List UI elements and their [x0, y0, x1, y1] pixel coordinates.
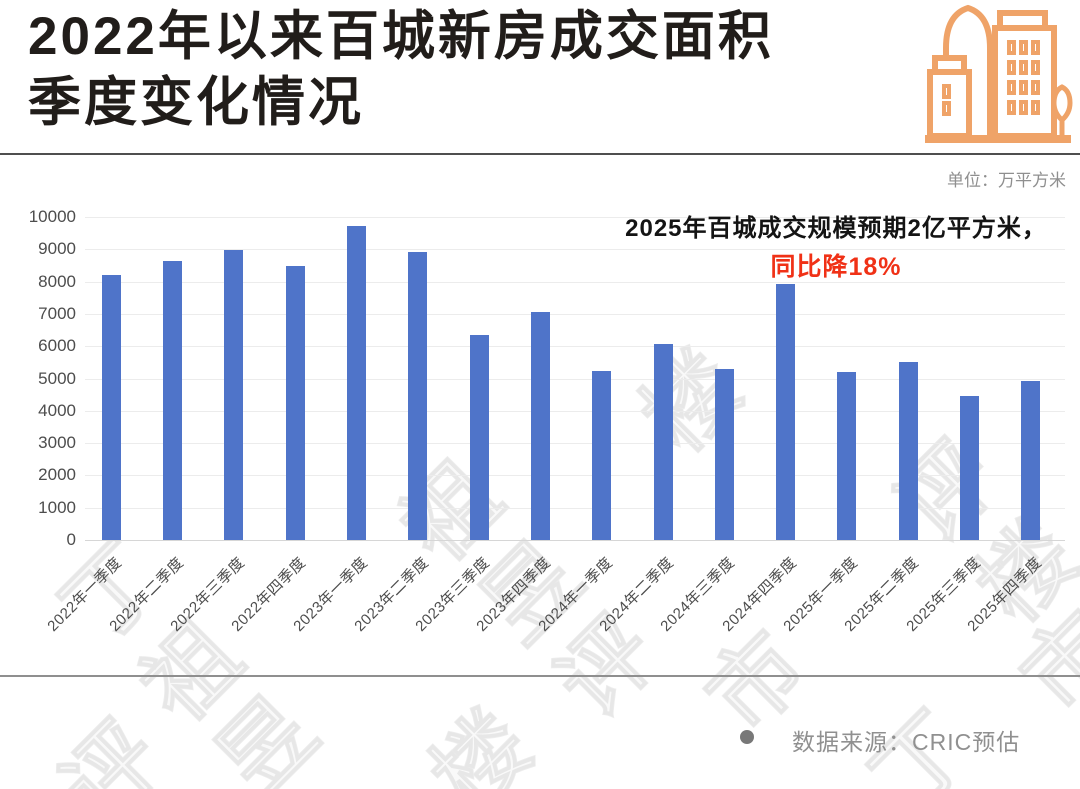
gridline	[85, 281, 1065, 283]
bar-2025年一季度	[837, 371, 857, 540]
bar-2022年一季度	[101, 275, 121, 540]
gridline	[85, 540, 1065, 541]
title-divider	[0, 153, 1080, 155]
y-tick-label: 2000	[38, 465, 76, 485]
y-tick-label: 10000	[28, 207, 76, 226]
bar-2022年二季度	[163, 260, 183, 540]
data-source-label: 数据来源：CRIC预估	[792, 729, 1021, 755]
bar-2023年四季度	[530, 312, 550, 540]
bar-2025年二季度	[898, 362, 918, 540]
gridline	[85, 378, 1065, 380]
gridline	[85, 475, 1065, 477]
gridline	[85, 507, 1065, 509]
bar-2023年二季度	[408, 251, 428, 540]
bar-2024年二季度	[653, 343, 673, 540]
unit-label: 单位：万平方米	[947, 171, 1066, 190]
bar-2024年四季度	[776, 283, 796, 540]
y-tick-label: 7000	[38, 303, 76, 323]
gridline	[85, 217, 1065, 218]
page-title: 2022年以来百城新房成交面积 季度变化情况	[28, 4, 774, 136]
bar-2022年三季度	[224, 249, 244, 540]
page-title-line2: 季度变化情况	[28, 73, 364, 132]
gridline	[85, 249, 1065, 251]
y-tick-label: 1000	[38, 497, 76, 517]
plot-area	[85, 217, 1065, 541]
bullet-dot-icon	[740, 730, 754, 744]
gridline	[85, 313, 1065, 315]
y-tick-label: 0	[66, 530, 76, 549]
bar-2023年三季度	[469, 334, 489, 540]
chart-bottom-divider	[0, 675, 1080, 677]
y-tick-label: 5000	[38, 368, 76, 388]
gridline	[85, 346, 1065, 348]
bar-2024年三季度	[714, 369, 734, 540]
bar-2022年四季度	[285, 266, 305, 540]
chart-annotation: 2025年百城成交规模预期2亿平方米， 同比降18%	[605, 208, 1067, 283]
source-row: 数据来源：CRIC预估	[0, 723, 1080, 755]
city-buildings-icon	[922, 0, 1074, 146]
y-tick-label: 6000	[38, 336, 76, 356]
y-tick-label: 3000	[38, 433, 76, 453]
bar-2023年一季度	[347, 225, 366, 540]
page-title-line1: 2022年以来百城新房成交面积	[28, 7, 774, 66]
bar-2024年一季度	[592, 370, 612, 540]
bar-2025年三季度	[960, 395, 979, 540]
gridline	[85, 443, 1065, 445]
y-tick-label: 8000	[38, 271, 76, 291]
y-tick-label: 9000	[38, 239, 76, 259]
x-axis: 2022年一季度 2022年二季度 2022年三季度 2022年四季度 2023年一季度…	[0, 540, 1080, 676]
y-axis: 10000 9000 8000 7000 6000 5000 4000 3000 2000 100…	[0, 207, 76, 549]
bar-2025年四季度	[1021, 380, 1041, 540]
gridline	[85, 410, 1065, 412]
y-tick-label: 4000	[38, 400, 76, 420]
annotation-line2: 同比降18%	[770, 253, 902, 281]
annotation-line1: 2025年百城成交规模预期2亿平方米，	[625, 215, 1047, 242]
